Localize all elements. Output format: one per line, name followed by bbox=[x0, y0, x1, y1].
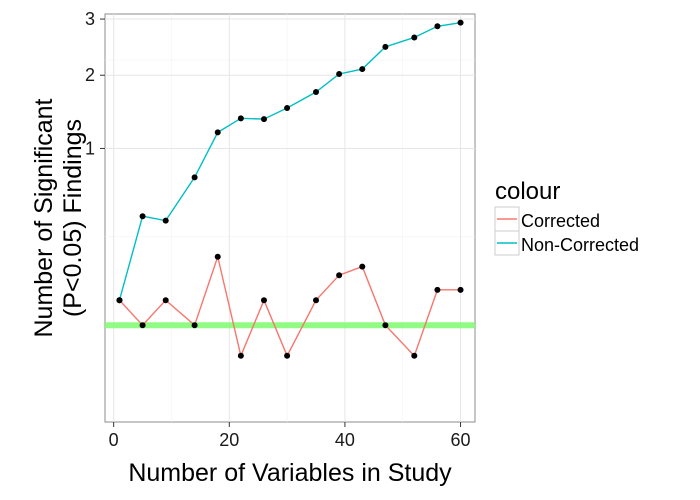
data-point-non-corrected bbox=[284, 105, 291, 112]
legend-keys bbox=[494, 206, 520, 256]
x-tick-label: 60 bbox=[451, 430, 471, 450]
legend-title: colour bbox=[495, 178, 560, 205]
data-point-non-corrected bbox=[116, 297, 123, 304]
data-point-corrected bbox=[139, 322, 146, 329]
data-point-corrected bbox=[191, 322, 198, 329]
y-axis-title-line-1: Number of Significant bbox=[30, 98, 58, 337]
grid-major bbox=[105, 14, 475, 422]
axis-layer: 0 20 40 60 1 2 3 bbox=[85, 9, 471, 450]
x-tick-label: 0 bbox=[109, 430, 119, 450]
data-point-non-corrected bbox=[336, 70, 343, 77]
data-point-corrected bbox=[359, 263, 366, 270]
x-tick-label: 20 bbox=[219, 430, 239, 450]
y-axis-title-line-2: (P<0.05) Findings bbox=[59, 119, 87, 317]
data-point-corrected bbox=[336, 272, 343, 279]
data-point-corrected bbox=[411, 352, 418, 359]
data-point-non-corrected bbox=[434, 23, 441, 30]
data-point-corrected bbox=[382, 322, 389, 329]
data-point-non-corrected bbox=[382, 43, 389, 50]
data-point-non-corrected bbox=[260, 116, 267, 123]
data-point-non-corrected bbox=[313, 89, 320, 96]
legend-label-corrected: Corrected bbox=[521, 211, 600, 231]
data-point-non-corrected bbox=[191, 174, 198, 181]
data-point-corrected bbox=[214, 253, 221, 260]
data-point-non-corrected bbox=[457, 19, 464, 26]
y-tick-label: 2 bbox=[85, 65, 95, 85]
y-tick-label: 3 bbox=[85, 9, 95, 29]
x-tick-label: 40 bbox=[335, 430, 355, 450]
legend-label-non-corrected: Non-Corrected bbox=[521, 235, 639, 255]
data-point-non-corrected bbox=[139, 213, 146, 220]
data-point-non-corrected bbox=[359, 66, 366, 73]
data-point-corrected bbox=[313, 297, 320, 304]
data-point-non-corrected bbox=[162, 217, 169, 224]
data-point-corrected bbox=[260, 297, 267, 304]
data-point-corrected bbox=[457, 286, 464, 293]
points-layer bbox=[116, 19, 464, 359]
data-point-corrected bbox=[162, 297, 169, 304]
y-tick-label: 1 bbox=[85, 138, 95, 158]
data-point-corrected bbox=[434, 286, 441, 293]
data-point-corrected bbox=[284, 352, 291, 359]
data-point-corrected bbox=[237, 352, 244, 359]
x-axis-title: Number of Variables in Study bbox=[128, 459, 452, 487]
data-point-non-corrected bbox=[214, 129, 221, 136]
data-point-non-corrected bbox=[237, 115, 244, 122]
y-axis-title: Number of Significant (P<0.05) Findings bbox=[30, 98, 87, 337]
legend: colour Corrected Non-Corrected bbox=[494, 178, 639, 256]
data-point-non-corrected bbox=[411, 34, 418, 41]
